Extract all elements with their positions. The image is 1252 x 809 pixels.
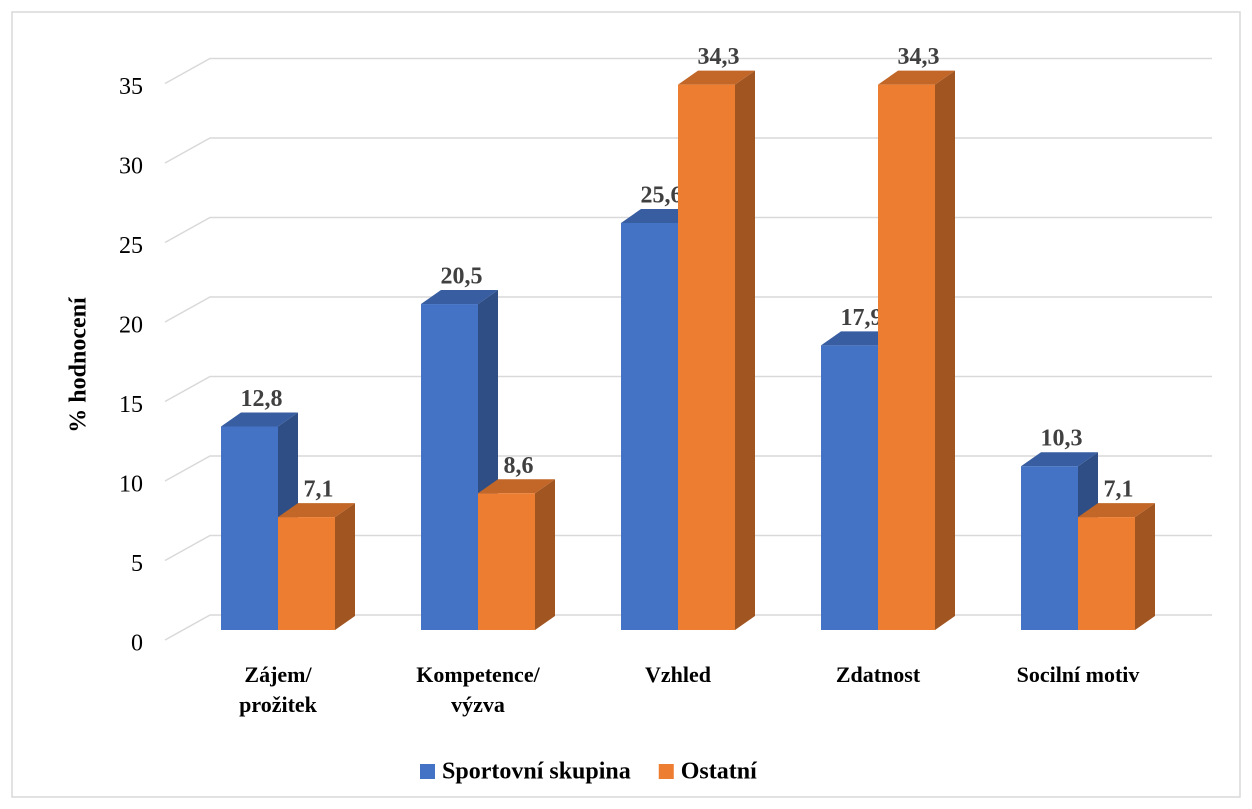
bar <box>278 503 355 630</box>
bar-top <box>1021 452 1098 467</box>
x-tick-label: Vzhled <box>645 662 711 687</box>
y-tick-label: 25 <box>119 233 143 259</box>
bar-front <box>221 426 278 630</box>
data-label: 10,3 <box>1041 426 1083 452</box>
bar-front <box>478 493 535 630</box>
legend-swatch <box>420 764 435 779</box>
bar-top <box>421 290 498 305</box>
grid-line <box>164 57 1212 85</box>
data-label: 7,1 <box>1104 477 1134 503</box>
y-axis-label: % hodnocení <box>66 297 92 433</box>
y-tick-label: 0 <box>131 631 143 657</box>
bar-front <box>878 84 935 630</box>
bar-top <box>1078 503 1155 518</box>
bar-top <box>221 412 298 427</box>
bar-top <box>278 503 355 518</box>
bar <box>1078 503 1155 630</box>
legend-swatch <box>658 764 674 779</box>
bar-side <box>535 479 555 630</box>
data-label: 8,6 <box>504 453 534 479</box>
bar-side <box>335 503 355 630</box>
bar-side <box>1135 503 1155 630</box>
bar-front <box>1021 466 1078 630</box>
data-label: 25,6 <box>641 182 683 208</box>
y-tick-label: 15 <box>119 392 143 418</box>
legend-label: Ostatní <box>681 759 757 785</box>
bar <box>478 479 555 630</box>
data-label: 7,1 <box>304 477 334 503</box>
bar-side <box>735 70 755 630</box>
data-label: 17,9 <box>841 305 883 331</box>
bar-top <box>678 70 755 85</box>
y-tick-label: 10 <box>119 472 143 498</box>
data-label: 34,3 <box>898 44 940 70</box>
x-tick-label: Kompetence/ výzva <box>416 662 540 717</box>
y-tick-label: 20 <box>119 313 143 339</box>
x-tick-label: Socilní motiv <box>1016 662 1140 687</box>
y-tick-label: 5 <box>131 551 143 577</box>
bar-side <box>935 70 955 630</box>
y-tick-label: 35 <box>119 74 143 100</box>
data-label: 34,3 <box>698 44 740 70</box>
y-tick-label: 30 <box>119 154 143 180</box>
x-tick-label: Zájem/ prožitek <box>239 662 317 717</box>
bar-front <box>421 304 478 630</box>
bar-top <box>478 479 555 494</box>
x-tick-label: Zdatnost <box>835 662 921 687</box>
bar <box>878 70 955 630</box>
data-label: 12,8 <box>241 386 283 412</box>
bar-front <box>1078 517 1135 630</box>
bar-front <box>278 517 335 630</box>
bar-front <box>621 222 678 630</box>
bar <box>678 70 755 630</box>
bar-front <box>678 84 735 630</box>
legend-label: Sportovní skupina <box>442 759 631 785</box>
data-label: 20,5 <box>441 264 483 290</box>
bar-front <box>821 345 878 630</box>
bar-top <box>878 70 955 85</box>
